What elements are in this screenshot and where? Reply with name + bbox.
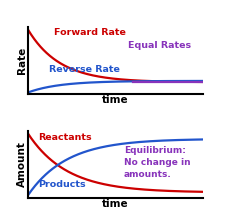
Text: Equilibrium:
No change in
amounts.: Equilibrium: No change in amounts. [124, 147, 191, 179]
Text: Reactants: Reactants [39, 133, 92, 142]
Y-axis label: Amount: Amount [17, 141, 27, 187]
Text: Reverse Rate: Reverse Rate [49, 65, 120, 74]
Text: Equal Rates: Equal Rates [128, 41, 191, 50]
Text: Products: Products [39, 180, 86, 189]
Text: Forward Rate: Forward Rate [54, 28, 126, 37]
X-axis label: time: time [102, 95, 129, 105]
Y-axis label: Rate: Rate [17, 47, 27, 74]
X-axis label: time: time [102, 199, 129, 209]
